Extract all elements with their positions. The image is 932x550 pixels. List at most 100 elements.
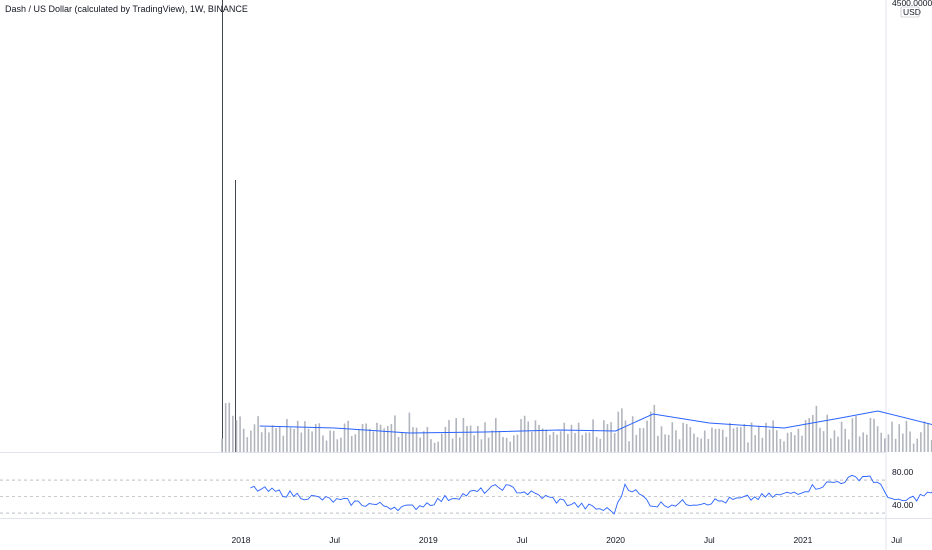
volume-bar	[920, 432, 922, 452]
volume-ma-line	[259, 410, 932, 434]
volume-bar	[314, 423, 317, 452]
volume-bar	[664, 434, 666, 452]
volume-bar	[581, 435, 584, 452]
volume-bar	[462, 417, 465, 452]
volume-bar	[714, 428, 717, 452]
volume-bar	[531, 431, 533, 452]
volume-bar	[379, 424, 382, 452]
volume-bar	[275, 428, 277, 452]
volume-bar	[786, 432, 789, 452]
volume-bar	[350, 436, 353, 452]
volume-bar	[639, 428, 641, 452]
currency-label: USD	[903, 7, 921, 17]
volume-bar	[775, 430, 778, 452]
volume-bar	[376, 422, 378, 452]
volume-bar	[541, 428, 544, 452]
volume-bar	[866, 434, 868, 452]
time-axis-label: 2020	[606, 535, 625, 545]
volume-bar	[811, 414, 814, 452]
volume-bar	[422, 431, 425, 452]
volume-bar	[711, 427, 713, 452]
volume-bar	[876, 426, 879, 452]
volume-bar	[682, 422, 684, 452]
volume-bar	[685, 424, 688, 452]
volume-bar	[750, 422, 753, 452]
price-axis-label: 4500.000000	[892, 0, 932, 8]
volume-bar	[278, 426, 281, 452]
currency-badge	[900, 6, 920, 18]
time-axis-label: 2018	[232, 535, 251, 545]
volume-bar	[822, 431, 825, 452]
volume-bar	[358, 429, 360, 452]
volume-bar	[657, 435, 659, 452]
volume-bar	[347, 420, 349, 452]
volume-bar	[286, 418, 288, 452]
volume-bar	[595, 437, 598, 452]
volume-bar	[322, 435, 324, 452]
volume-bar	[386, 426, 389, 452]
volume-bar	[891, 421, 893, 452]
volume-bar	[739, 427, 742, 452]
volume-bar	[736, 427, 738, 452]
volume-bar	[228, 402, 231, 452]
volume-bar	[923, 421, 926, 452]
volume-bar	[394, 415, 396, 452]
volume-bar	[678, 439, 681, 452]
volume-bar	[693, 433, 695, 452]
time-axis-label: Jul	[891, 535, 902, 545]
volume-bar	[491, 430, 494, 452]
volume-bar	[545, 429, 548, 452]
volume-bar	[653, 404, 656, 452]
volume-bar	[642, 428, 645, 452]
volume-bar	[264, 427, 267, 452]
volume-bar	[469, 425, 472, 452]
volume-bar	[484, 422, 486, 452]
volume-bar	[523, 415, 526, 452]
volume-bar	[848, 439, 850, 452]
volume-bar	[513, 435, 515, 452]
time-axis-label: 2021	[793, 535, 812, 545]
volume-bar	[325, 440, 328, 452]
volume-bar	[307, 428, 310, 452]
volume-bar	[480, 439, 483, 452]
volume-bar	[898, 424, 901, 452]
volume-bar	[401, 433, 403, 452]
volume-bar	[257, 416, 259, 452]
volume-bar	[549, 434, 551, 452]
volume-bar	[588, 432, 591, 452]
volume-bar	[289, 427, 292, 452]
volume-bar	[250, 430, 252, 452]
volume-bar	[253, 424, 256, 452]
rsi-axis-label: 40.00	[892, 500, 914, 510]
volume-bar	[440, 433, 443, 452]
volume-bar	[361, 423, 364, 452]
volume-bar	[858, 436, 861, 452]
volume-bar	[397, 437, 400, 452]
volume-bar	[840, 421, 843, 452]
volume-bar	[408, 412, 411, 452]
volume-bar	[318, 423, 321, 452]
volume-bar	[613, 433, 616, 452]
volume-bar	[696, 437, 699, 452]
volume-bar	[819, 427, 821, 452]
volume-bar	[448, 420, 450, 452]
volume-bar	[426, 426, 429, 452]
volume-bar	[743, 423, 746, 452]
volume-bar	[433, 442, 436, 452]
volume-bar	[603, 420, 605, 452]
volume-bar	[718, 428, 720, 452]
volume-bar	[304, 421, 306, 452]
volume-bar	[390, 424, 393, 452]
volume-bar	[833, 430, 836, 452]
volume-bar	[329, 430, 331, 452]
volume-bar	[473, 435, 476, 452]
volume-bar	[606, 424, 609, 452]
volume-bar	[332, 431, 335, 452]
volume-bar	[383, 428, 385, 452]
volume-bar	[808, 418, 810, 452]
volume-bar	[477, 425, 479, 452]
volume-bar	[880, 432, 883, 452]
volume-bar	[747, 442, 749, 452]
chart-title: Dash / US Dollar (calculated by TradingV…	[5, 4, 248, 14]
